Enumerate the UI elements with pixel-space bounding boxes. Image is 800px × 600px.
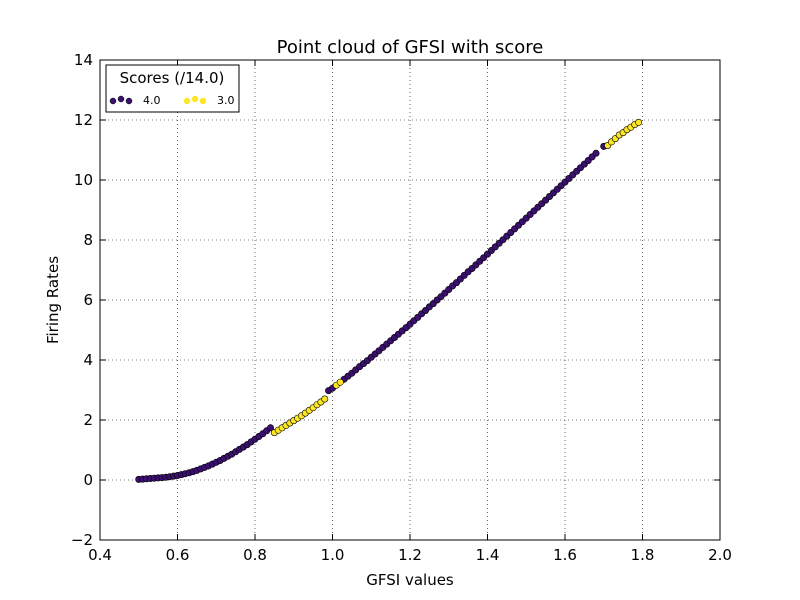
y-tick-label: 6 [83,291,93,309]
legend-marker [125,97,133,105]
x-tick-label: 1.2 [398,546,422,564]
legend-title: Scores (/14.0) [120,69,225,87]
y-tick-label: 14 [74,51,93,69]
legend-entry-4-0: 4.0 [109,94,161,107]
data-point [321,395,329,403]
series-4-0 [135,142,608,483]
x-tick-label: 1.8 [631,546,655,564]
x-tick-label: 1.0 [321,546,345,564]
legend-marker [109,97,117,105]
data-point [635,118,643,126]
y-tick-label: 0 [83,471,93,489]
y-tick-label: −2 [71,531,93,549]
y-tick-label: 8 [83,231,93,249]
data-point [592,149,600,157]
y-tick-labels: −2 0 2 4 6 8 10 12 14 [71,51,93,549]
ticks [99,59,721,541]
chart-title: Point cloud of GFSI with score [277,37,544,58]
legend-label: 3.0 [217,94,235,107]
x-tick-label: 2.0 [708,546,732,564]
x-axis-label: GFSI values [366,571,454,589]
x-tick-label: 1.4 [476,546,500,564]
legend-marker [183,97,191,105]
data-point [336,378,344,386]
legend-marker [199,97,207,105]
y-tick-label: 10 [74,171,93,189]
legend-box [105,64,240,113]
x-tick-label: 0.4 [88,546,112,564]
data-point [266,424,274,432]
y-axis-label: Firing Rates [44,256,62,344]
x-tick-label: 0.8 [243,546,267,564]
x-tick-labels: 0.4 0.6 0.8 1.0 1.2 1.4 1.6 1.8 2.0 [88,546,732,564]
legend-marker [117,95,125,103]
y-tick-label: 2 [83,411,93,429]
legend-entry-3-0: 3.0 [183,94,235,107]
legend-marker [191,95,199,103]
y-tick-label: 12 [74,111,93,129]
series-3-0 [270,118,643,437]
data-points [135,118,643,483]
x-tick-label: 0.6 [166,546,190,564]
y-tick-label: 4 [83,351,93,369]
x-tick-label: 1.6 [553,546,577,564]
grid [100,60,720,540]
legend: Scores (/14.0) 4.0 3.0 [105,64,240,113]
legend-label: 4.0 [143,94,161,107]
